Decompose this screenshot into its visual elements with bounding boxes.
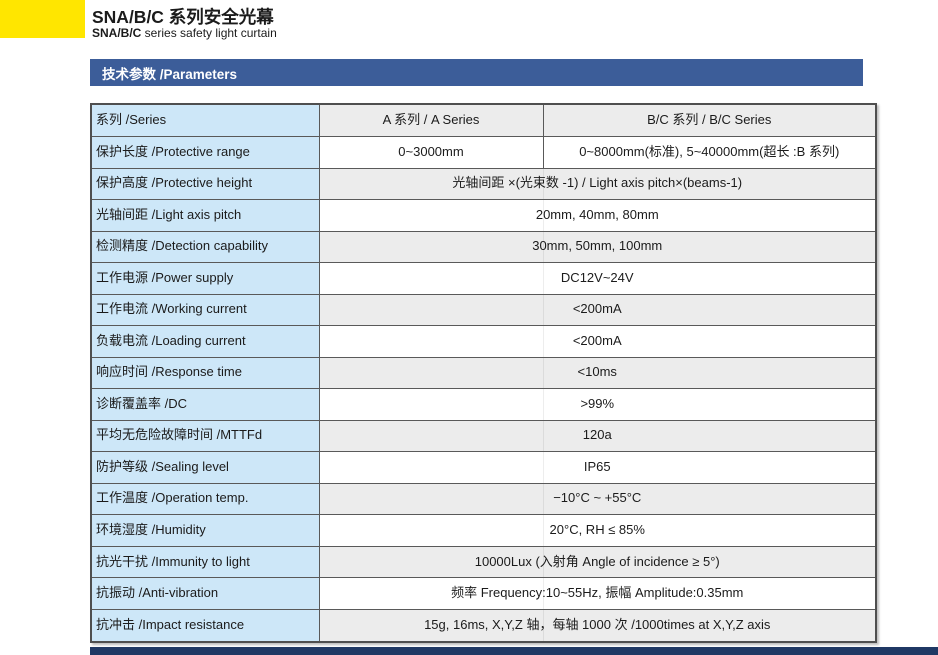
yellow-accent-block — [0, 0, 85, 38]
row-value: >99% — [318, 388, 877, 421]
row-value: IP65 — [318, 451, 877, 484]
row-value: 频率 Frequency:10~55Hz, 振幅 Amplitude:0.35m… — [318, 577, 877, 610]
table-row-response-time: 响应时间 /Response time <10ms — [90, 356, 877, 390]
row-label: 抗振动 /Anti-vibration — [90, 577, 320, 610]
row-value: 10000Lux (入射角 Angle of incidence ≥ 5°) — [318, 545, 877, 579]
row-label: 环境湿度 /Humidity — [90, 514, 320, 547]
row-value: 15g, 16ms, X,Y,Z 轴，每轴 1000 次 /1000times … — [318, 608, 877, 643]
footer-accent-bar — [90, 647, 938, 655]
row-value: DC12V~24V — [318, 262, 877, 295]
table-row-operation-temp: 工作温度 /Operation temp. −10°C ~ +55°C — [90, 482, 877, 516]
row-label: 平均无危险故障时间 /MTTFd — [90, 419, 320, 453]
row-label: 系列 /Series — [90, 103, 320, 138]
row-label: 保护高度 /Protective height — [90, 167, 320, 201]
row-label: 工作温度 /Operation temp. — [90, 482, 320, 516]
page-subtitle-model: SNA/B/C — [92, 26, 142, 40]
table-row-light-axis-pitch: 光轴间距 /Light axis pitch 20mm, 40mm, 80mm — [90, 199, 877, 232]
row-label: 工作电流 /Working current — [90, 293, 320, 327]
page-subtitle: SNA/B/C series safety light curtain — [92, 26, 277, 40]
page-subtitle-text: series safety light curtain — [141, 26, 277, 40]
row-label: 诊断覆盖率 /DC — [90, 388, 320, 421]
section-header-title: 技术参数 /Parameters — [102, 66, 238, 82]
row-label: 检测精度 /Detection capability — [90, 230, 320, 264]
row-value: −10°C ~ +55°C — [318, 482, 877, 516]
table-row-impact-resistance: 抗冲击 /Impact resistance 15g, 16ms, X,Y,Z … — [90, 608, 877, 643]
row-value: 120a — [318, 419, 877, 453]
row-label: 抗光干扰 /Immunity to light — [90, 545, 320, 579]
row-value: <200mA — [318, 293, 877, 327]
table-row-loading-current: 负载电流 /Loading current <200mA — [90, 325, 877, 358]
row-value: <10ms — [318, 356, 877, 390]
row-label: 光轴间距 /Light axis pitch — [90, 199, 320, 232]
row-value-a: 0~3000mm — [318, 136, 544, 169]
table-row-protective-height: 保护高度 /Protective height 光轴间距 ×(光束数 -1) /… — [90, 167, 877, 201]
row-label: 防护等级 /Sealing level — [90, 451, 320, 484]
row-value: 20°C, RH ≤ 85% — [318, 514, 877, 547]
table-row-detection-capability: 检测精度 /Detection capability 30mm, 50mm, 1… — [90, 230, 877, 264]
table-row-diagnostic-coverage: 诊断覆盖率 /DC >99% — [90, 388, 877, 421]
table-row-series: 系列 /Series A 系列 / A Series B/C 系列 / B/C … — [90, 103, 877, 138]
page-title: SNA/B/C 系列安全光幕 — [92, 7, 274, 27]
row-label: 抗冲击 /Impact resistance — [90, 608, 320, 643]
row-value: 30mm, 50mm, 100mm — [318, 230, 877, 264]
table-row-protective-range: 保护长度 /Protective range 0~3000mm 0~8000mm… — [90, 136, 877, 169]
column-header-bc-series: B/C 系列 / B/C Series — [542, 103, 877, 138]
column-header-a-series: A 系列 / A Series — [318, 103, 544, 138]
row-value: 光轴间距 ×(光束数 -1) / Light axis pitch×(beams… — [318, 167, 877, 201]
table-row-immunity-to-light: 抗光干扰 /Immunity to light 10000Lux (入射角 An… — [90, 545, 877, 579]
table-row-working-current: 工作电流 /Working current <200mA — [90, 293, 877, 327]
row-label: 保护长度 /Protective range — [90, 136, 320, 169]
table-row-humidity: 环境湿度 /Humidity 20°C, RH ≤ 85% — [90, 514, 877, 547]
row-value: <200mA — [318, 325, 877, 358]
row-label: 负载电流 /Loading current — [90, 325, 320, 358]
table-row-sealing-level: 防护等级 /Sealing level IP65 — [90, 451, 877, 484]
row-value-bc: 0~8000mm(标准), 5~40000mm(超长 :B 系列) — [542, 136, 877, 169]
section-header-bar: 技术参数 /Parameters — [90, 59, 863, 86]
row-label: 工作电源 /Power supply — [90, 262, 320, 295]
table-row-mttfd: 平均无危险故障时间 /MTTFd 120a — [90, 419, 877, 453]
row-value: 20mm, 40mm, 80mm — [318, 199, 877, 232]
table-row-anti-vibration: 抗振动 /Anti-vibration 频率 Frequency:10~55Hz… — [90, 577, 877, 610]
parameters-table: 系列 /Series A 系列 / A Series B/C 系列 / B/C … — [90, 103, 877, 643]
row-label: 响应时间 /Response time — [90, 356, 320, 390]
table-row-power-supply: 工作电源 /Power supply DC12V~24V — [90, 262, 877, 295]
